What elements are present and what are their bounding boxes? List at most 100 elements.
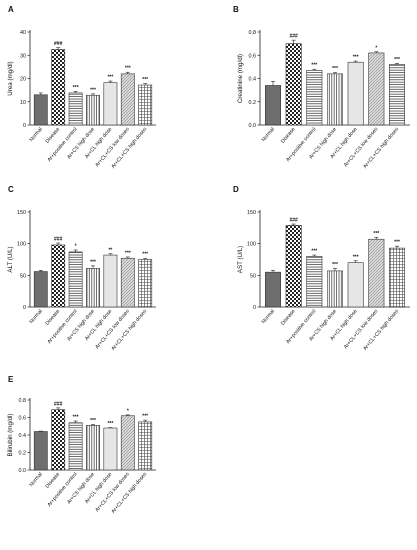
y-tick-label: 0.4 — [19, 433, 27, 439]
significance-label: *** — [394, 57, 400, 63]
x-tick-label: Normal — [28, 126, 43, 143]
y-tick-label: 0.6 — [19, 416, 27, 422]
y-tick-label: 40 — [20, 30, 26, 36]
y-tick-label: 0.0 — [19, 468, 27, 474]
y-tick-label: 0.2 — [19, 451, 27, 457]
significance-label: * — [127, 408, 129, 414]
y-tick-label: 0.8 — [19, 398, 27, 404]
significance-label: ### — [289, 34, 298, 40]
significance-label: * — [375, 45, 377, 51]
bar-3 — [68, 251, 83, 308]
y-tick-label: 10 — [20, 100, 26, 106]
significance-label: *** — [332, 66, 338, 72]
bar-3 — [68, 92, 83, 126]
significance-label: *** — [125, 66, 131, 72]
bar-2 — [51, 49, 66, 126]
significance-label: *** — [311, 249, 317, 255]
y-tick-label: 20 — [20, 77, 26, 83]
significance-label: *** — [90, 87, 96, 93]
x-tick-label: Normal — [261, 308, 276, 325]
bar-7 — [389, 64, 406, 126]
x-tick-label: Ar+CL+CS high doses — [362, 308, 400, 352]
significance-label: ### — [54, 237, 63, 243]
bar-5 — [103, 82, 118, 126]
y-tick-label: 150 — [247, 210, 256, 216]
significance-label: *** — [353, 254, 359, 260]
bar-4 — [86, 268, 100, 308]
bar-2 — [51, 409, 66, 471]
bar-6 — [120, 73, 135, 126]
x-tick-label: Disease — [45, 126, 62, 144]
bar-6 — [120, 415, 135, 471]
significance-label: ### — [289, 218, 298, 224]
significance-label: *** — [353, 55, 359, 61]
panel-label: C — [8, 185, 14, 194]
significance-label: *** — [125, 250, 131, 256]
bar-3 — [306, 256, 323, 308]
bar-3 — [306, 70, 323, 126]
bar-4 — [86, 94, 100, 126]
chart-panel-d: D 0 50 100 150 AST (U/L) Normal ### Disease *** Ar… — [233, 185, 410, 352]
chart-panel-a: A 0 10 20 30 40 Urea (mg/dl) Normal ### Disease **… — [7, 5, 156, 170]
y-tick-label: 0 — [23, 123, 26, 129]
y-tick-label: 150 — [17, 210, 26, 216]
significance-label: *** — [90, 418, 96, 424]
bar-4 — [86, 425, 100, 471]
bar-4 — [327, 73, 343, 126]
y-tick-label: 100 — [17, 242, 26, 248]
y-tick-label: 0.6 — [249, 53, 257, 59]
significance-label: * — [75, 244, 77, 250]
y-tick-label: 50 — [250, 273, 256, 279]
x-tick-label: Normal — [28, 308, 43, 325]
panel-label: D — [233, 185, 239, 194]
bar-5 — [103, 427, 118, 471]
significance-label: *** — [107, 421, 113, 427]
significance-label: ### — [54, 41, 63, 47]
bar-1 — [33, 271, 48, 308]
x-tick-label: Disease — [280, 308, 297, 326]
y-axis-title: Urea (mg/dl) — [7, 61, 14, 95]
bar-6 — [120, 257, 135, 308]
x-tick-label: Normal — [261, 126, 276, 143]
bar-1 — [33, 94, 48, 126]
y-tick-label: 30 — [20, 53, 26, 59]
bar-6 — [368, 52, 385, 126]
significance-label: ** — [108, 247, 112, 253]
y-tick-label: 0 — [253, 305, 256, 311]
significance-label: *** — [142, 252, 148, 258]
y-tick-label: 0 — [23, 305, 26, 311]
bar-7 — [138, 421, 153, 471]
significance-label: *** — [394, 240, 400, 246]
x-tick-label: Ar+CL+CS high doses — [362, 126, 400, 170]
y-tick-label: 0.4 — [249, 77, 257, 83]
panel-label: A — [8, 5, 14, 14]
bar-5 — [347, 262, 364, 308]
y-tick-label: 100 — [247, 242, 256, 248]
bar-3 — [68, 422, 83, 471]
bar-7 — [138, 84, 153, 126]
significance-label: *** — [373, 231, 379, 237]
y-axis-title: AST (U/L) — [237, 246, 244, 273]
significance-label: *** — [73, 415, 79, 421]
significance-label: *** — [90, 259, 96, 265]
bar-1 — [33, 431, 48, 471]
significance-label: *** — [311, 63, 317, 69]
y-tick-label: 50 — [20, 273, 26, 279]
x-tick-label: Normal — [28, 471, 43, 488]
significance-label: *** — [332, 262, 338, 268]
x-tick-label: Disease — [280, 126, 297, 144]
y-tick-label: 0.8 — [249, 30, 257, 36]
x-tick-label: Ar+CL+CS high doses — [110, 308, 148, 352]
chart-panel-b: B 0.0 0.2 0.4 0.6 0.8 Creatinine (mg/dl) Normal… — [233, 5, 410, 170]
bar-2 — [285, 43, 302, 126]
chart-panel-e: E 0.0 0.2 0.4 0.6 0.8 Bilirubin (mg/dl) Normal #… — [7, 375, 156, 515]
panel-label: B — [233, 5, 239, 14]
x-tick-label: Ar+CL+CS high doses — [110, 471, 148, 515]
y-tick-label: 0.2 — [249, 100, 257, 106]
y-axis-title: Creatinine (mg/dl) — [237, 54, 244, 103]
x-tick-label: Ar+CL+CS high doses — [110, 126, 148, 170]
bar-1 — [264, 85, 281, 126]
bar-5 — [103, 254, 118, 308]
